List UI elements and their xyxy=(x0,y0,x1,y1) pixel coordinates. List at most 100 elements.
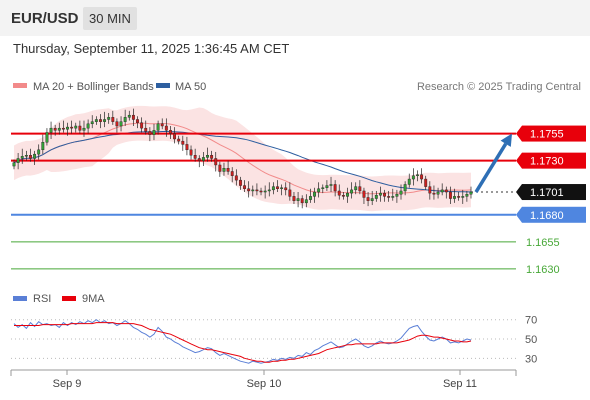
candle xyxy=(391,188,395,201)
rsi-ma-legend-swatch xyxy=(62,296,76,301)
timeframe-badge[interactable]: 30 MIN xyxy=(83,7,137,30)
candle xyxy=(206,147,209,162)
candle-body xyxy=(317,188,321,193)
candle xyxy=(61,120,65,133)
candle-body xyxy=(189,149,193,156)
candle-body xyxy=(24,155,28,157)
candle-body xyxy=(78,125,82,131)
candle-body xyxy=(210,155,214,159)
candle-body xyxy=(263,190,267,193)
candle xyxy=(424,175,428,190)
level-label-1.1730: 1.1730 xyxy=(530,156,564,168)
candle xyxy=(255,183,259,196)
candle xyxy=(148,127,152,142)
level-labels: 1.1755 1.1730 1.1680 1.1655 1.1630 1.1701 xyxy=(516,125,586,276)
candle xyxy=(53,124,57,136)
candle-body xyxy=(152,130,156,135)
candle-body xyxy=(288,189,292,197)
candle-body xyxy=(247,188,251,192)
moving-averages xyxy=(13,131,471,193)
candle xyxy=(259,187,263,196)
candle xyxy=(160,118,164,130)
candle-body xyxy=(424,178,428,187)
candle-body xyxy=(193,155,197,159)
candle-body xyxy=(387,196,391,198)
candle xyxy=(407,173,411,188)
candle xyxy=(78,120,82,134)
candle xyxy=(189,145,193,160)
level-tag-bg xyxy=(522,152,586,169)
candle xyxy=(24,150,28,161)
candle xyxy=(395,189,399,203)
rsi-ma-legend-label: 9MA xyxy=(82,293,105,305)
candle xyxy=(177,135,181,145)
candle xyxy=(193,148,197,162)
candle-body xyxy=(94,119,98,122)
candle xyxy=(140,117,144,133)
candle-body xyxy=(144,127,148,132)
candle-body xyxy=(127,114,131,118)
candle xyxy=(292,192,296,204)
candle-body xyxy=(292,196,296,201)
candle xyxy=(12,159,16,170)
rsi-legend-label: RSI xyxy=(33,293,51,305)
candle xyxy=(440,183,444,196)
candle-body xyxy=(70,126,74,129)
level-tag-pointer xyxy=(516,206,522,223)
current-price-label: 1.1701 xyxy=(530,187,564,199)
candle xyxy=(411,168,415,186)
candle xyxy=(271,182,275,195)
candles xyxy=(12,108,473,209)
candle-body xyxy=(374,195,378,199)
candle xyxy=(131,108,135,126)
candle xyxy=(210,150,214,162)
candle-body xyxy=(206,155,209,158)
candle xyxy=(465,190,469,202)
candle xyxy=(284,182,288,196)
candle-body xyxy=(214,158,218,166)
candle xyxy=(461,189,465,204)
candle xyxy=(403,181,407,196)
bollinger-bands xyxy=(13,105,472,212)
candle-body xyxy=(354,186,358,191)
rsi-series-9MA xyxy=(14,322,472,363)
research-credit: Research © 2025 Trading Central xyxy=(417,81,581,93)
candle xyxy=(296,192,300,208)
candle xyxy=(16,153,20,170)
candle xyxy=(94,116,98,125)
candle-body xyxy=(222,168,226,172)
candle-body xyxy=(420,174,424,180)
candle-body xyxy=(218,164,222,172)
rsi-tick-70: 70 xyxy=(525,315,537,327)
candle xyxy=(152,123,156,141)
candle-body xyxy=(469,191,473,195)
level-label-1.1630: 1.1630 xyxy=(526,264,560,276)
candle xyxy=(354,182,358,195)
candle xyxy=(436,187,440,199)
candle-body xyxy=(362,190,366,198)
candle-body xyxy=(239,179,242,186)
candle-body xyxy=(378,192,382,196)
candle-body xyxy=(49,127,53,133)
x-tick-label-1: Sep 10 xyxy=(247,378,282,390)
candle-body xyxy=(53,127,57,131)
candle-body xyxy=(12,162,16,167)
candle xyxy=(366,192,370,207)
candle-body xyxy=(432,192,436,195)
candle xyxy=(341,192,345,200)
current-price-bg xyxy=(522,184,586,201)
candle xyxy=(387,190,391,202)
candle xyxy=(329,176,333,193)
candle xyxy=(448,186,452,204)
level-tag-1.1755: 1.1755 xyxy=(516,125,586,142)
candle-body xyxy=(276,186,279,189)
candle-body xyxy=(383,192,386,197)
candle-body xyxy=(234,175,238,181)
candle xyxy=(358,180,362,195)
symbol-label: EUR/USD xyxy=(11,10,79,27)
forecast-arrow xyxy=(474,133,512,193)
level-tag-1.1730: 1.1730 xyxy=(516,152,586,169)
candle xyxy=(103,111,107,128)
candle xyxy=(317,182,321,198)
